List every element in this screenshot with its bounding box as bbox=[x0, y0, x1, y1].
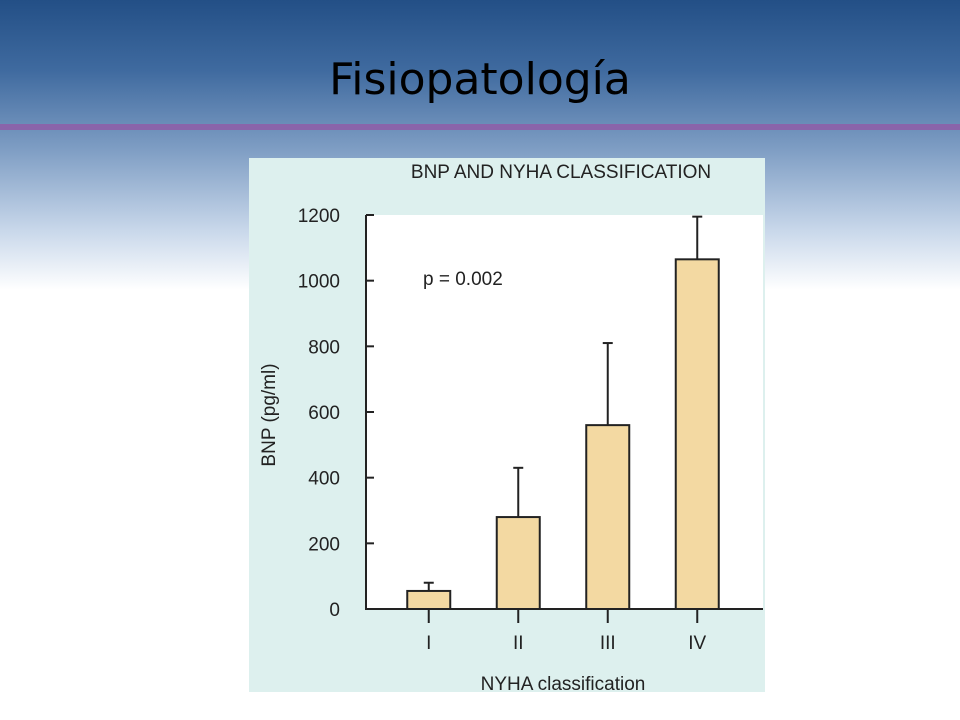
title-divider bbox=[0, 124, 960, 130]
x-tick-label: I bbox=[426, 633, 431, 654]
y-tick-label: 200 bbox=[308, 534, 340, 555]
y-axis-label: BNP (pg/ml) bbox=[259, 363, 280, 466]
bar bbox=[495, 516, 541, 611]
chart-figure: BNP AND NYHA CLASSIFICATION p = 0.002 BN… bbox=[249, 158, 765, 692]
x-tick-label: II bbox=[513, 633, 524, 654]
y-tick-label: 1000 bbox=[298, 272, 340, 293]
y-tick-label: 0 bbox=[329, 600, 340, 621]
x-tick-label: IV bbox=[688, 633, 706, 654]
slide-title: Fisiopatología bbox=[329, 54, 631, 105]
y-tick-label: 400 bbox=[308, 469, 340, 490]
bar bbox=[585, 424, 631, 610]
bar bbox=[674, 258, 720, 610]
p-value-annotation: p = 0.002 bbox=[423, 269, 503, 290]
y-tick-label: 1200 bbox=[298, 206, 340, 227]
x-tick-label: III bbox=[600, 633, 616, 654]
bar bbox=[406, 589, 452, 611]
bar-chart: BNP AND NYHA CLASSIFICATION p = 0.002 BN… bbox=[249, 158, 765, 692]
chart-title: BNP AND NYHA CLASSIFICATION bbox=[411, 162, 711, 183]
y-tick-label: 600 bbox=[308, 403, 340, 424]
x-axis-label: NYHA classification bbox=[481, 674, 646, 692]
y-tick-label: 800 bbox=[308, 337, 340, 358]
